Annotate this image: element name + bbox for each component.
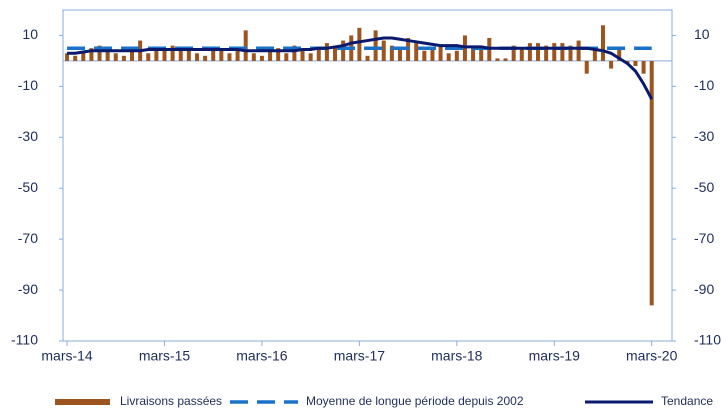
bar [97,45,102,61]
bar [576,40,581,61]
bar [373,30,378,61]
bar [471,48,476,61]
y-tick-label: -90 [18,281,38,297]
bar [422,50,427,61]
bar [73,55,78,61]
bar [154,50,159,61]
bar [292,45,297,61]
bar [316,48,321,61]
bar [357,27,362,61]
x-tick-label: mars-18 [431,348,483,364]
bar [308,53,313,61]
bar [649,60,654,306]
trend-line [67,36,654,100]
bar [495,58,500,61]
legend-label: Livraisons passées [120,394,222,408]
bar [446,53,451,61]
bar [162,48,167,61]
bar [268,50,273,61]
bar [479,45,484,61]
y-tick-label: -70 [18,230,38,246]
y-tick-label: -110 [11,332,38,348]
bar [235,50,240,61]
y-tick-label: -10 [18,77,38,93]
bar [121,55,126,61]
bar [333,45,338,61]
bar [186,48,191,61]
bar [552,43,557,61]
bar [389,45,394,61]
y2-tick-label: 10 [694,26,710,42]
x-tick-label: mars-14 [41,348,93,364]
bar [381,40,386,61]
bar [259,55,264,61]
y-tick-label: -30 [18,128,38,144]
bar [617,48,622,61]
bar [641,60,646,74]
bar [633,60,638,67]
bar [243,30,248,61]
bar [276,48,281,61]
bar [203,55,208,61]
bar [211,50,216,61]
bar [105,50,110,61]
y2-tick-label: -90 [694,281,714,297]
bar [300,50,305,61]
bar [584,60,589,74]
y2-tick-label: -30 [694,128,714,144]
bar [178,50,183,61]
bar [544,45,549,61]
bar [609,60,614,69]
bar [341,40,346,61]
bar [430,48,435,61]
y2-tick-label: -110 [694,332,721,348]
bar [600,25,605,61]
bar [65,53,70,61]
x-tick-label: mars-20 [626,348,678,364]
y-tick-label: -50 [18,179,38,195]
bar [503,58,508,61]
x-tick-label: mars-17 [334,348,386,364]
bar [170,45,175,61]
legend-label: Moyenne de longue période depuis 2002 [306,394,524,408]
bar [324,43,329,61]
bar [560,43,565,61]
bar [511,45,516,61]
bar [414,43,419,61]
bar [284,53,289,61]
y2-tick-label: -50 [694,179,714,195]
plot-area [62,9,673,342]
bar [365,55,370,61]
x-tick-label: mars-15 [139,348,191,364]
y-tick-label: 10 [22,26,38,42]
x-tick-label: mars-16 [236,348,288,364]
legend-label: Tendance [661,394,713,408]
bar [219,48,224,61]
y2-tick-label: -10 [694,77,714,93]
bar [194,53,199,61]
bar [227,53,232,61]
bar [568,45,573,61]
bar [536,43,541,61]
bar [146,53,151,61]
bar [81,50,86,61]
bar [438,45,443,61]
y2-tick-label: -70 [694,230,714,246]
bar [397,48,402,61]
bar [592,48,597,61]
bar [251,53,256,61]
bar [130,48,135,61]
legend-swatch [55,399,110,405]
bar [89,48,94,61]
bar [113,53,118,61]
bar [454,50,459,61]
bar [519,48,524,61]
x-tick-label: mars-19 [529,348,581,364]
bar [527,43,532,61]
